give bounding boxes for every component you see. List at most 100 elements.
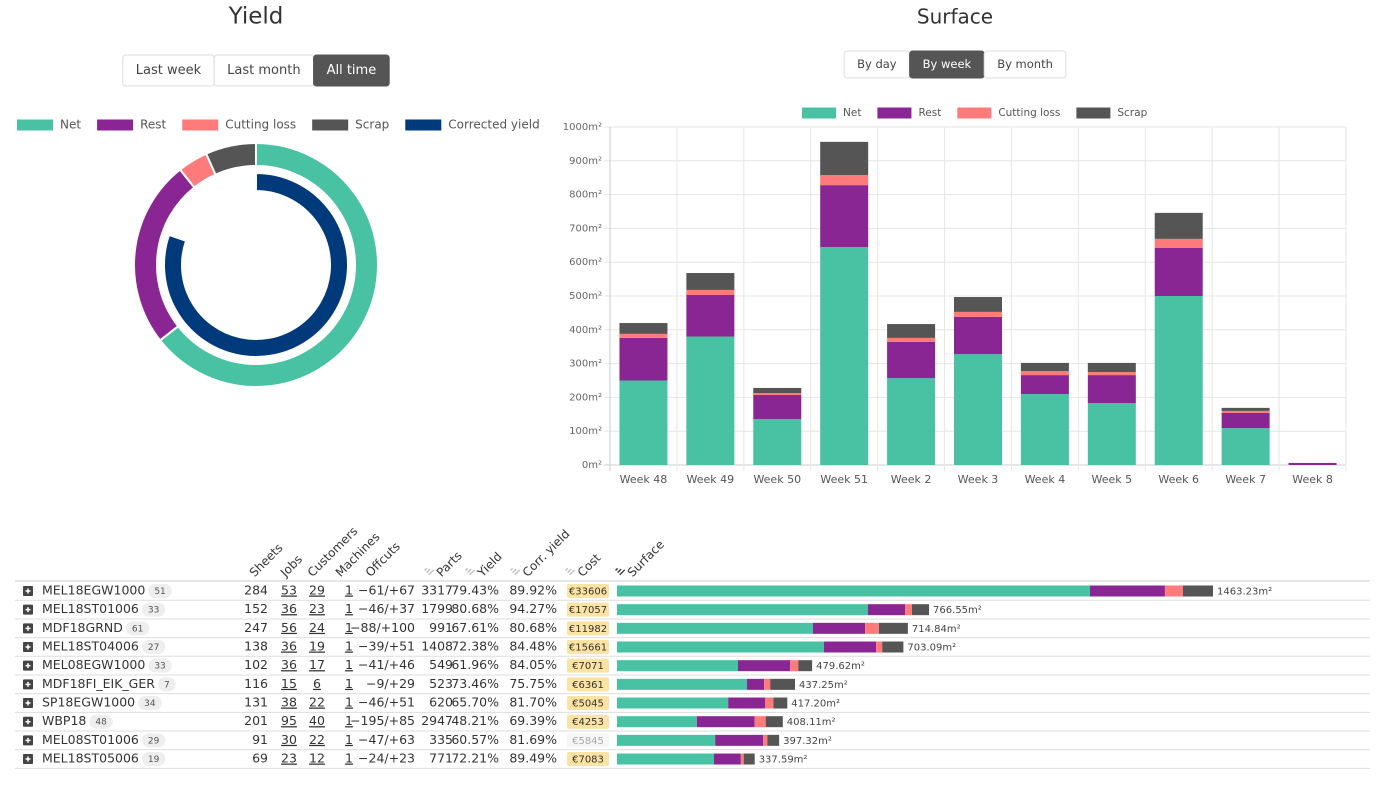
machines-link[interactable]: 1 [345, 583, 353, 598]
bar-segment [954, 311, 1002, 317]
customers-link[interactable]: 40 [309, 713, 325, 728]
button-label[interactable]: Last week [136, 63, 202, 78]
sort-icon[interactable] [424, 565, 435, 576]
button-label[interactable]: Last month [227, 63, 300, 78]
offcuts-cell: −88/+100 [350, 620, 415, 635]
jobs-link[interactable]: 53 [281, 583, 297, 598]
sort-icon-bar [469, 569, 476, 576]
sheets-cell: 102 [244, 657, 268, 672]
bar-segment [1020, 375, 1069, 395]
x-tick-label: Week 5 [1091, 473, 1132, 486]
jobs-link[interactable]: 95 [281, 713, 297, 728]
bar-segment [753, 395, 802, 420]
jobs-link[interactable]: 36 [281, 639, 297, 654]
corr-yield-cell: 80.68% [509, 620, 557, 635]
column-header[interactable]: Jobs [277, 552, 305, 580]
expand-plus [25, 588, 31, 594]
machines-link[interactable]: 1 [345, 732, 353, 747]
customers-link[interactable]: 12 [309, 751, 325, 766]
offcuts-cell: −41/+46 [358, 657, 415, 672]
customers-link[interactable]: 24 [309, 620, 325, 635]
customers-link[interactable]: 19 [309, 639, 325, 654]
sort-icon[interactable] [565, 565, 576, 576]
jobs-link[interactable]: 56 [281, 620, 297, 635]
jobs-link[interactable]: 30 [281, 732, 297, 747]
surface-segment [767, 734, 780, 746]
expand-button[interactable] [23, 679, 33, 690]
column-header[interactable]: Yield [474, 549, 505, 580]
surface-segment [790, 660, 799, 672]
column-header[interactable]: Corr. yield [520, 527, 573, 580]
button-label[interactable]: By month [997, 57, 1053, 71]
customers-link[interactable]: 22 [309, 732, 325, 747]
surface-segment [765, 697, 774, 709]
sheets-cell: 247 [244, 620, 268, 635]
expand-button[interactable] [23, 754, 33, 765]
machines-link[interactable]: 1 [345, 639, 353, 654]
expand-button[interactable] [23, 604, 33, 615]
cost-label: €5045 [572, 699, 604, 710]
machines-link[interactable]: 1 [345, 601, 353, 616]
sort-icon-bar [467, 568, 472, 574]
machines-link[interactable]: 1 [345, 751, 353, 766]
customers-link[interactable]: 22 [309, 695, 325, 710]
sheets-cell: 138 [244, 639, 268, 654]
count-badge [141, 752, 166, 767]
machines-link[interactable]: 1 [345, 657, 353, 672]
column-header[interactable]: Cost [575, 551, 604, 580]
sort-icon-bar [426, 568, 431, 574]
jobs-link[interactable]: 15 [281, 676, 297, 691]
expand-button[interactable] [23, 698, 33, 709]
machines-link[interactable]: 1 [345, 695, 353, 710]
count-badge-label: 34 [144, 699, 156, 709]
legend-swatch [1076, 107, 1111, 119]
button-label[interactable]: All time [327, 63, 377, 78]
doughnut-segment [158, 141, 379, 388]
customers-link[interactable]: 23 [309, 601, 325, 616]
sort-icon[interactable] [510, 565, 521, 576]
sort-icon[interactable] [465, 565, 476, 576]
legend-swatch [97, 119, 134, 131]
jobs-link[interactable]: 23 [281, 751, 297, 766]
jobs-link[interactable]: 36 [281, 657, 297, 672]
sort-icon-bar [569, 569, 576, 576]
count-badge [125, 621, 150, 636]
customers-link[interactable]: 17 [309, 657, 325, 672]
expand-button[interactable] [23, 716, 33, 727]
count-badge [157, 677, 176, 692]
expand-button[interactable] [23, 735, 33, 746]
button-label[interactable]: By week [923, 57, 972, 71]
legend-swatch [405, 119, 442, 131]
parts-cell: 771 [429, 751, 453, 766]
button[interactable] [983, 50, 1067, 79]
bar-segment [1087, 403, 1136, 465]
column-header[interactable]: Sheets [247, 541, 286, 580]
expand-button[interactable] [23, 623, 33, 634]
column-header[interactable]: Surface [625, 537, 667, 579]
x-tick-label: Week 8 [1292, 473, 1333, 486]
customers-link[interactable]: 29 [309, 583, 325, 598]
button-label[interactable]: By day [857, 57, 897, 71]
expand-button[interactable] [23, 642, 33, 653]
legend-swatch [182, 119, 219, 131]
material-name: SP18EGW1000 [42, 695, 135, 710]
cost-label: €17057 [569, 605, 607, 616]
corr-yield-cell: 89.49% [509, 751, 557, 766]
surface-segment [770, 678, 796, 690]
customers-link[interactable]: 6 [313, 676, 321, 691]
jobs-link[interactable]: 36 [281, 601, 297, 616]
cost-label: €7083 [572, 755, 604, 766]
machines-link[interactable]: 1 [345, 620, 353, 635]
machines-link[interactable]: 1 [345, 676, 353, 691]
sheets-cell: 69 [252, 751, 268, 766]
column-header[interactable]: Parts [434, 549, 465, 580]
machines-link[interactable]: 1 [345, 713, 353, 728]
jobs-link[interactable]: 38 [281, 695, 297, 710]
cost-label: €33606 [569, 587, 607, 598]
expand-button[interactable] [23, 660, 33, 671]
expand-button[interactable] [23, 586, 33, 596]
surface-segment [743, 753, 755, 765]
sort-icon[interactable] [615, 565, 626, 576]
button-group: Last week Last month All time [122, 54, 390, 87]
button[interactable] [313, 54, 390, 87]
